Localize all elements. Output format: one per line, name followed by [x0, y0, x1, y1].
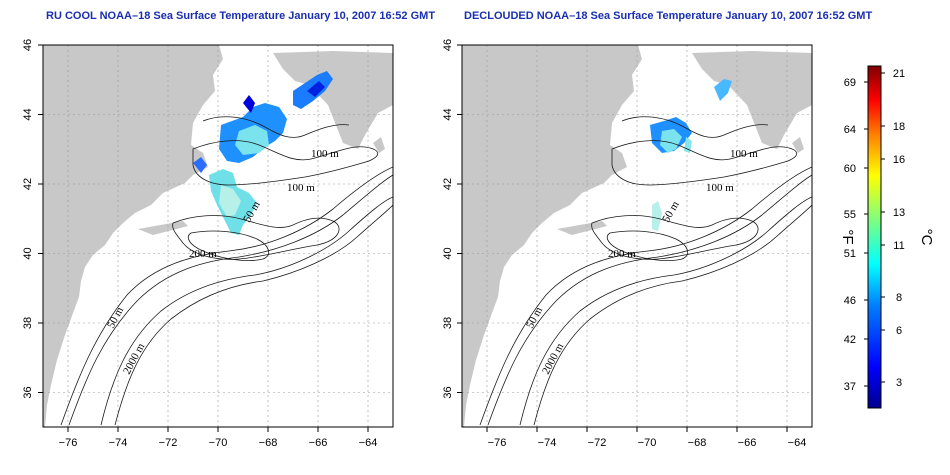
colorbar-f-tick: 60 [844, 163, 856, 175]
lon-tick-label: −74 [109, 437, 128, 449]
colorbar-f-tick: 64 [844, 124, 856, 136]
map-title-left: RU COOL NOAA–18 Sea Surface Temperature … [46, 10, 436, 22]
colorbar-c-tick: 18 [893, 121, 905, 133]
lon-tick-label: −76 [59, 437, 78, 449]
colorbar-f-tick: 51 [844, 248, 856, 260]
colorbar-c-tick: 6 [896, 325, 902, 337]
lon-tick-label: −64 [359, 437, 378, 449]
colorbar-c-tick: 11 [893, 240, 904, 252]
colorbar-f-tick: 42 [844, 334, 856, 346]
lat-tick-label: 40 [22, 247, 34, 259]
contour-label-100m-upper: 100 m [730, 148, 758, 160]
lon-tick-label: −70 [638, 437, 657, 449]
colorbar-c-tick: 3 [896, 377, 902, 389]
right-x-axis: −76 −74 −72 −70 −68 −66 −64 [486, 427, 807, 449]
lat-tick-label: 36 [442, 386, 454, 398]
lon-tick-label: −76 [488, 437, 507, 449]
lon-tick-label: −66 [309, 437, 328, 449]
right-y-axis: 36 38 40 42 44 46 [442, 39, 462, 399]
colorbar: 37 42 46 51 55 60 64 69 3 6 8 11 13 16 1… [839, 65, 935, 409]
colorbar-f-tick: 55 [844, 209, 856, 221]
lon-tick-label: −68 [259, 437, 278, 449]
colorbar-f-tick: 37 [844, 381, 856, 393]
map-panel-left: 100 m 100 m 50 m 200 m 50 m 2000 m [42, 44, 394, 428]
contour-label-200m: 200 m [189, 248, 217, 260]
left-x-axis: −76 −74 −72 −70 −68 −66 −64 [59, 427, 378, 449]
lat-tick-label: 40 [442, 247, 454, 259]
lat-tick-label: 42 [22, 178, 34, 190]
lat-tick-label: 38 [442, 317, 454, 329]
colorbar-gradient [867, 65, 882, 409]
lon-tick-label: −72 [588, 437, 607, 449]
lat-tick-label: 44 [442, 108, 454, 120]
colorbar-f-tick: 69 [844, 77, 856, 89]
lon-tick-label: −66 [738, 437, 757, 449]
lon-tick-label: −70 [209, 437, 228, 449]
lat-tick-label: 36 [22, 386, 34, 398]
contour-label-200m: 200 m [608, 248, 636, 260]
sst-data-patches [193, 71, 333, 235]
contour-label-100m-upper: 100 m [311, 148, 339, 160]
map-panel-right: 100 m 100 m 50 m 200 m 50 m 2000 m [461, 44, 813, 428]
lat-tick-label: 44 [22, 108, 34, 120]
colorbar-f-tick: 46 [844, 295, 856, 307]
contour-label-100m-lower: 100 m [706, 182, 734, 194]
lon-tick-label: −64 [788, 437, 807, 449]
lat-tick-label: 38 [22, 317, 34, 329]
lat-tick-label: 46 [22, 39, 34, 51]
map-title-right: DECLOUDED NOAA–18 Sea Surface Temperatur… [464, 10, 873, 22]
lat-tick-label: 46 [442, 39, 454, 51]
left-y-axis: 36 38 40 42 44 46 [22, 39, 43, 399]
lon-tick-label: −72 [159, 437, 178, 449]
lat-tick-label: 42 [442, 178, 454, 190]
contour-label-100m-lower: 100 m [287, 182, 315, 194]
colorbar-celsius-label: °C [918, 229, 935, 246]
colorbar-c-tick: 13 [893, 207, 905, 219]
colorbar-c-tick: 8 [896, 292, 902, 304]
colorbar-c-tick: 21 [893, 68, 905, 80]
lon-tick-label: −68 [688, 437, 707, 449]
colorbar-fahrenheit-label: °F [839, 229, 856, 244]
colorbar-c-tick: 16 [893, 154, 905, 166]
lon-tick-label: −74 [538, 437, 557, 449]
